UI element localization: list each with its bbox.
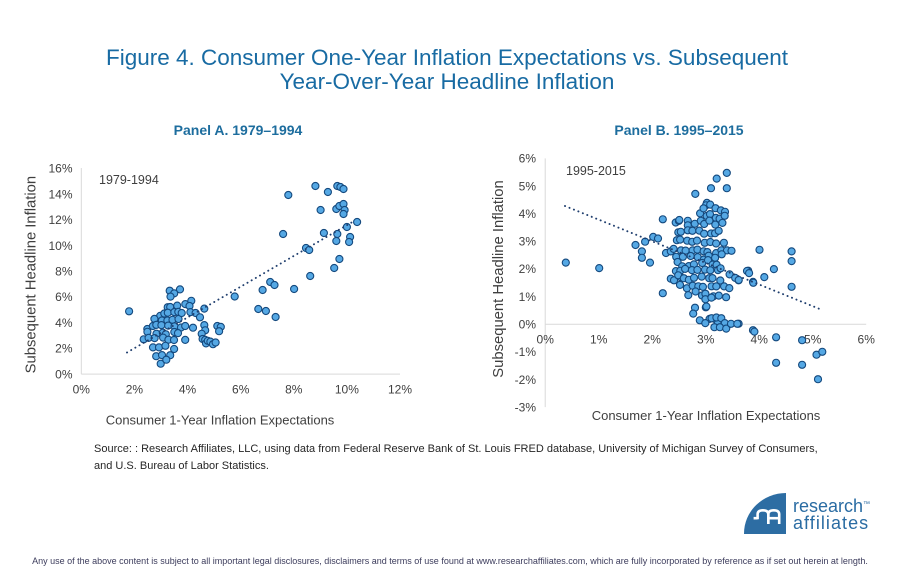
svg-text:6%: 6% xyxy=(55,290,73,304)
svg-text:6%: 6% xyxy=(232,383,250,397)
svg-text:2%: 2% xyxy=(126,383,144,397)
svg-text:5%: 5% xyxy=(804,333,822,347)
svg-text:0%: 0% xyxy=(519,318,537,332)
svg-text:Subsequent Headline Inflation: Subsequent Headline Inflation xyxy=(24,176,40,373)
svg-text:8%: 8% xyxy=(55,265,73,279)
svg-text:3%: 3% xyxy=(519,235,537,249)
svg-text:2%: 2% xyxy=(519,262,537,276)
svg-text:1979-1994: 1979-1994 xyxy=(99,173,159,187)
svg-text:Consumer 1-Year Inflation Expe: Consumer 1-Year Inflation Expectations xyxy=(106,413,335,428)
svg-text:-1%: -1% xyxy=(515,345,537,359)
svg-text:-3%: -3% xyxy=(515,400,537,414)
svg-text:2%: 2% xyxy=(55,342,73,356)
svg-text:-2%: -2% xyxy=(515,373,537,387)
svg-text:0%: 0% xyxy=(55,367,73,381)
svg-text:4%: 4% xyxy=(751,333,769,347)
svg-text:Subsequent Headline Inflation: Subsequent Headline Inflation xyxy=(491,180,507,377)
svg-text:12%: 12% xyxy=(48,213,72,227)
svg-text:4%: 4% xyxy=(519,207,537,221)
svg-text:Consumer 1-Year Inflation Expe: Consumer 1-Year Inflation Expectations xyxy=(592,408,821,423)
svg-text:10%: 10% xyxy=(48,239,72,253)
svg-text:6%: 6% xyxy=(858,333,876,347)
svg-text:5%: 5% xyxy=(519,179,537,193)
svg-text:12%: 12% xyxy=(388,383,412,397)
svg-text:4%: 4% xyxy=(179,383,197,397)
svg-text:1%: 1% xyxy=(519,290,537,304)
svg-text:4%: 4% xyxy=(55,316,73,330)
svg-text:6%: 6% xyxy=(519,152,537,166)
svg-text:14%: 14% xyxy=(48,187,72,201)
svg-text:10%: 10% xyxy=(335,383,359,397)
svg-text:1995-2015: 1995-2015 xyxy=(566,164,626,178)
svg-text:3%: 3% xyxy=(697,333,715,347)
svg-text:0%: 0% xyxy=(73,383,91,397)
svg-text:16%: 16% xyxy=(48,162,72,176)
svg-text:2%: 2% xyxy=(644,333,662,347)
svg-text:1%: 1% xyxy=(590,333,608,347)
svg-text:8%: 8% xyxy=(285,383,303,397)
svg-text:0%: 0% xyxy=(537,333,555,347)
